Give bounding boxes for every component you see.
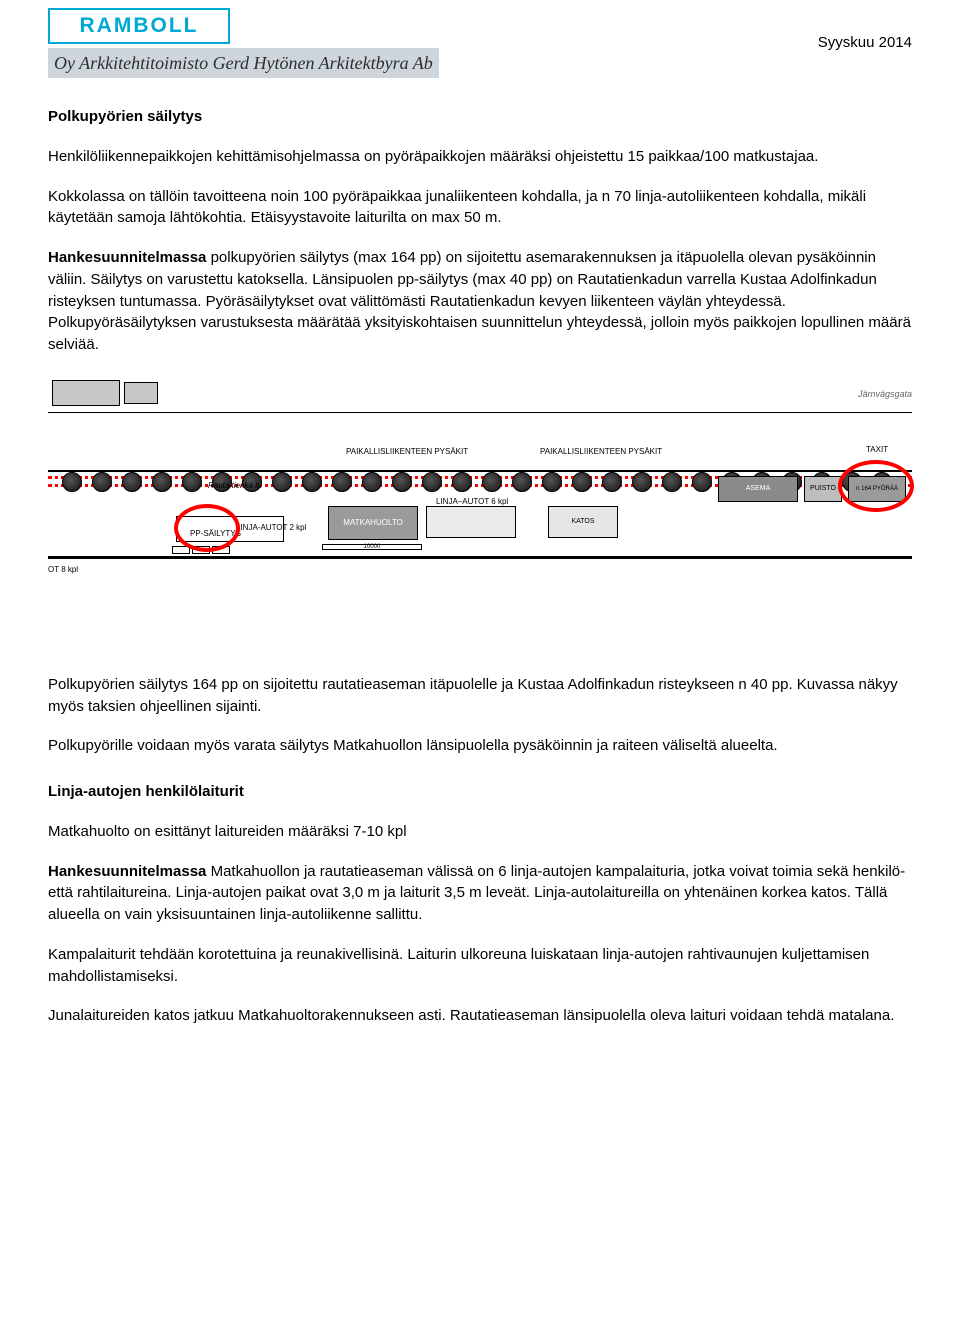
road-line-bottom: [48, 556, 912, 559]
para-2: Kokkolassa on tällöin tavoitteena noin 1…: [48, 186, 912, 230]
heading-polkupyorien: Polkupyörien säilytys: [48, 106, 912, 128]
puisto-block: PUISTO: [804, 476, 842, 502]
tree-icon: [332, 472, 352, 492]
katos-block: KATOS: [548, 506, 618, 538]
tree-icon: [572, 472, 592, 492]
para-7: Hankesuunnitelmassa Matkahuollon ja raut…: [48, 861, 912, 926]
pysakit-label-2: PAIKALLISLIIKENTEEN PYSÄKIT: [540, 446, 662, 458]
tree-icon: [302, 472, 322, 492]
tree-icon: [542, 472, 562, 492]
tree-icon: [512, 472, 532, 492]
tree-icon: [152, 472, 172, 492]
tree-icon: [482, 472, 502, 492]
linja-block: [426, 506, 516, 538]
ramboll-logo: RAMBOLL: [48, 8, 230, 44]
tree-icon: [122, 472, 142, 492]
ot-label: OT 8 kpl: [48, 564, 78, 576]
para-3-bold: Hankesuunnitelmassa: [48, 249, 206, 266]
tree-icon: [452, 472, 472, 492]
tree-icon: [392, 472, 412, 492]
para-1: Henkilöliikennepaikkojen kehittämisohjel…: [48, 146, 912, 168]
taxit-label: TAXIT: [866, 444, 888, 456]
tree-icon: [632, 472, 652, 492]
para-9: Junalaitureiden katos jatkuu Matkahuolto…: [48, 1005, 912, 1027]
highlight-circle-east: [838, 460, 914, 512]
architect-subline: Oy Arkkitehtitoimisto Gerd Hytönen Arkit…: [48, 48, 439, 78]
page-header: RAMBOLL Oy Arkkitehtitoimisto Gerd Hytön…: [48, 8, 912, 78]
tree-icon: [272, 472, 292, 492]
tree-icon: [422, 472, 442, 492]
scale-ruler: 10000: [322, 544, 422, 550]
tree-icon: [692, 472, 712, 492]
tree-icon: [182, 472, 202, 492]
para-4: Polkupyörien säilytys 164 pp on sijoitet…: [48, 674, 912, 718]
para-6: Matkahuolto on esittänyt laitureiden mää…: [48, 821, 912, 843]
para-3: Hankesuunnitelmassa polkupyörien säilyty…: [48, 247, 912, 356]
document-date: Syyskuu 2014: [818, 8, 912, 54]
asema-block: ASEMA: [718, 476, 798, 502]
logo-block: RAMBOLL Oy Arkkitehtitoimisto Gerd Hytön…: [48, 8, 818, 78]
rautatienkatu-label: Rauta tienka tu: [208, 480, 262, 492]
road-line-top: [48, 412, 912, 413]
tree-icon: [92, 472, 112, 492]
para-7-bold: Hankesuunnitelmassa: [48, 863, 206, 880]
para-8: Kampalaiturit tehdään korotettuina ja re…: [48, 944, 912, 988]
tree-icon: [602, 472, 622, 492]
tree-icon: [662, 472, 682, 492]
heading-linja-autojen: Linja-autojen henkilölaiturit: [48, 781, 912, 803]
pysakit-label-1: PAIKALLISLIIKENTEEN PYSÄKIT: [346, 446, 468, 458]
building-nw-2: [124, 382, 158, 404]
matkahuolto-block: MATKAHUOLTO: [328, 506, 418, 540]
site-plan-diagram: Järnvägsgata PAIKALLISLIIKEN: [48, 376, 912, 626]
tree-icon: [62, 472, 82, 492]
building-nw-1: [52, 380, 120, 406]
jarnvag-label: Järnvägsgata: [858, 388, 912, 401]
para-5: Polkupyörille voidaan myös varata säilyt…: [48, 735, 912, 757]
highlight-circle-west: [174, 504, 240, 552]
tree-icon: [362, 472, 382, 492]
